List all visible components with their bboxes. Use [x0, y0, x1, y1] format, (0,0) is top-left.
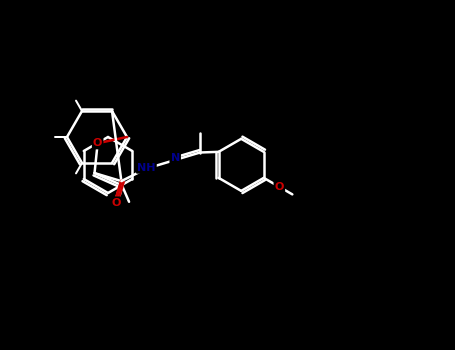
Text: NH: NH [137, 163, 156, 173]
Text: O: O [93, 138, 102, 148]
Text: O: O [111, 197, 121, 208]
Text: O: O [275, 182, 284, 192]
Text: N: N [171, 153, 180, 162]
